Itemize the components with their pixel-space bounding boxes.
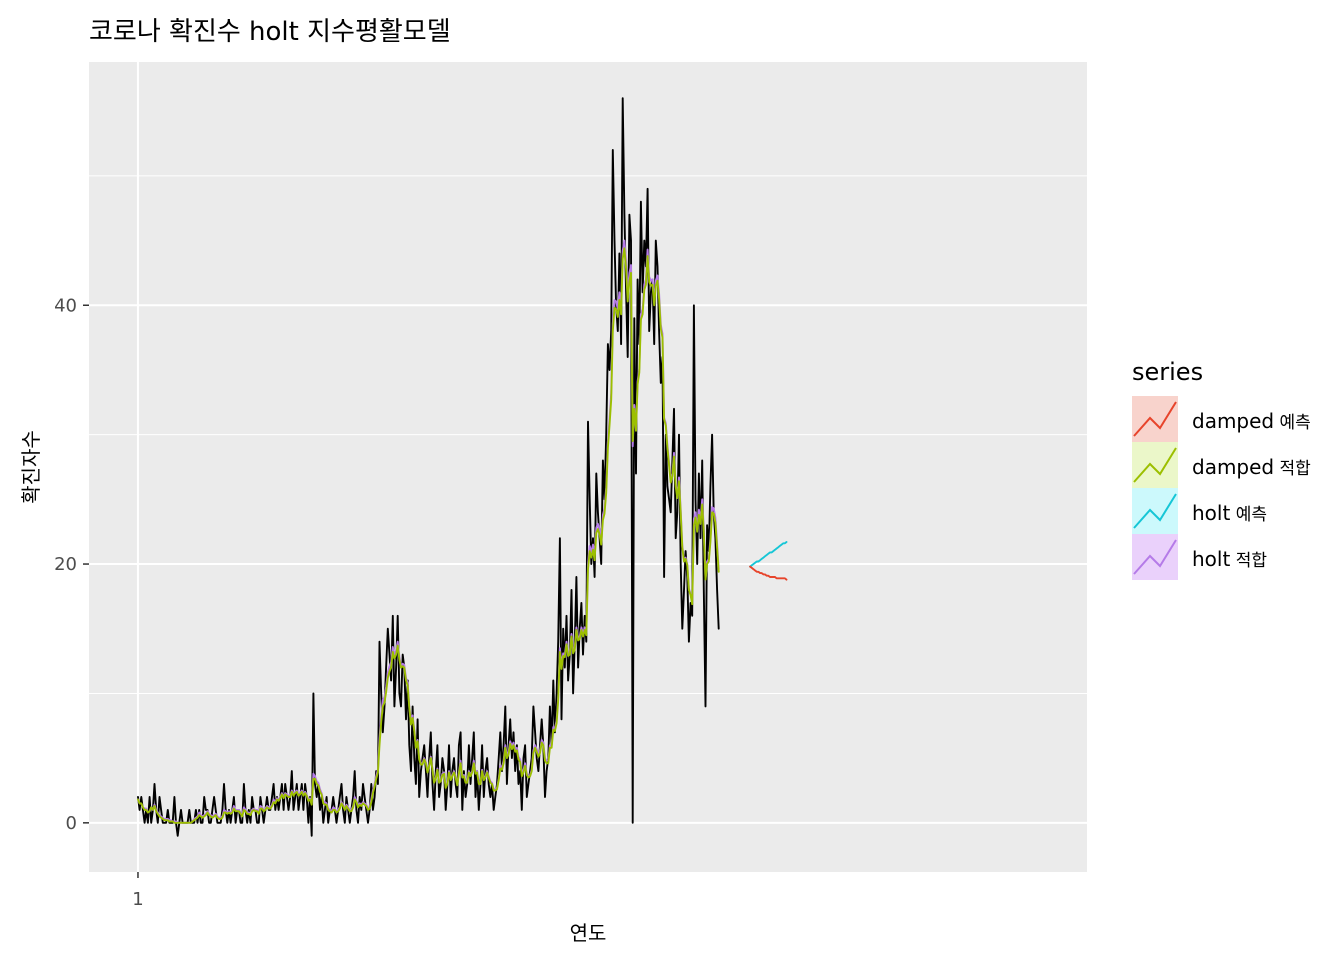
y-axis: 0 20 40 (54, 295, 89, 834)
legend-key-damped_fitted (1132, 442, 1178, 488)
major-gridlines (89, 62, 1087, 872)
x-axis: 1 (132, 872, 144, 910)
y-tick-label: 20 (54, 554, 77, 575)
y-tick-label: 40 (54, 295, 77, 316)
legend-swatch (1132, 534, 1178, 580)
series-line-damped_fitted (137, 247, 720, 824)
legend-swatch (1132, 488, 1178, 534)
legend: series damped 예측 damped 적합 holt 예측 holt 적합 (1132, 358, 1311, 580)
legend-label-holt_fitted: holt 적합 (1192, 547, 1267, 571)
series-line-holt_forecast (749, 541, 788, 568)
y-tick-label: 0 (66, 813, 77, 834)
legend-key-holt_forecast (1132, 488, 1178, 534)
legend-key-damped_forecast (1132, 396, 1178, 442)
chart-title: 코로나 확진수 holt 지수평활모델 (89, 17, 451, 47)
legend-glyph (1133, 401, 1177, 437)
series-line-damped_forecast (749, 565, 788, 581)
legend-swatch (1132, 442, 1178, 488)
y-axis-title: 확진자수 (19, 430, 43, 504)
legend-label-damped_fitted: damped 적합 (1192, 455, 1311, 479)
x-tick-label: 1 (132, 889, 143, 910)
legend-swatch (1132, 396, 1178, 442)
legend-glyph (1133, 447, 1177, 483)
legend-title: series (1132, 358, 1203, 386)
legend-key-holt_fitted (1132, 534, 1178, 580)
legend-label-holt_forecast: holt 예측 (1192, 501, 1267, 525)
series-layer (137, 97, 788, 837)
legend-glyph (1133, 493, 1177, 529)
x-axis-title: 연도 (570, 921, 607, 945)
legend-glyph (1133, 539, 1177, 575)
legend-label-damped_forecast: damped 예측 (1192, 409, 1311, 433)
